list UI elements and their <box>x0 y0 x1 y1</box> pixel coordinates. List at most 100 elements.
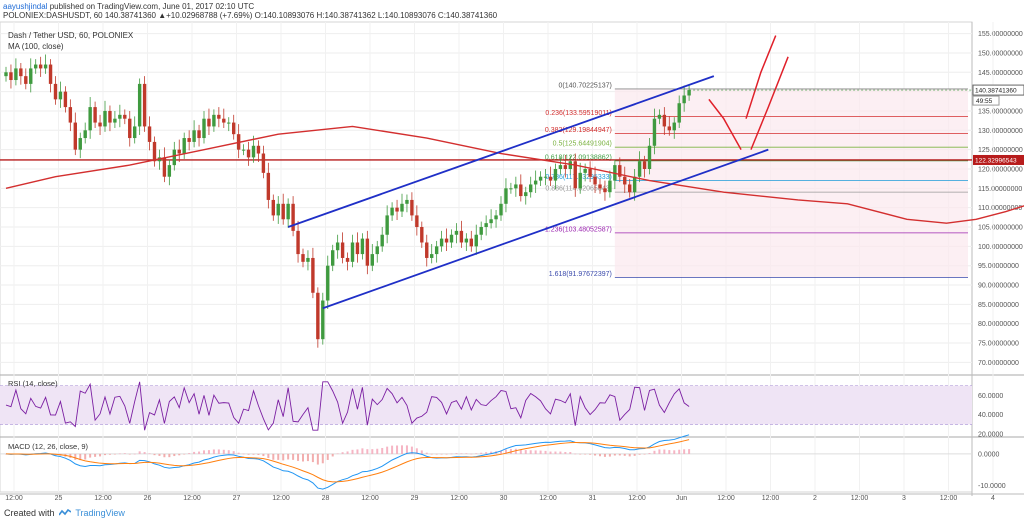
macd-histogram-bar <box>470 453 473 455</box>
macd-histogram-bar <box>569 452 572 454</box>
author-link[interactable]: aayushjindal <box>3 2 48 11</box>
macd-histogram-bar <box>564 451 567 454</box>
fib-level-label: 1.236(103.48052587) <box>545 226 612 233</box>
candle-body <box>212 114 216 127</box>
candle-body <box>425 242 429 258</box>
candle-body <box>187 138 191 142</box>
macd-histogram-bar <box>460 453 463 455</box>
macd-histogram-bar <box>84 453 87 460</box>
macd-histogram-bar <box>104 453 106 456</box>
time-tick-label: 3 <box>902 495 906 502</box>
macd-histogram-bar <box>193 451 196 454</box>
macd-histogram-bar <box>475 453 478 454</box>
price-tick-label: 155.00000000 <box>978 31 1023 38</box>
candle-body <box>152 141 157 162</box>
candle-body <box>677 103 681 123</box>
price-tick-label: 75.00000000 <box>978 341 1019 348</box>
candle-body <box>682 95 686 104</box>
candle-body <box>454 230 459 235</box>
macd-histogram-bar <box>203 450 205 454</box>
macd-histogram-bar <box>386 446 389 454</box>
candle-body <box>128 118 132 139</box>
macd-histogram-bar <box>336 453 339 455</box>
price-tick-label: 105.00000000 <box>978 225 1023 232</box>
created-with-label: Created with <box>4 508 55 518</box>
fib-level-label: 0.5(125.64491904) <box>553 141 612 148</box>
fib-level-label: 0.618(122.09138862) <box>545 154 612 161</box>
candle-body <box>647 145 652 169</box>
macd-histogram-bar <box>242 453 245 455</box>
macd-histogram-bar <box>108 453 111 455</box>
candle-body <box>4 72 8 77</box>
time-tick-label: 12:00 <box>183 495 201 502</box>
macd-histogram-bar <box>287 453 290 460</box>
macd-histogram-bar <box>391 445 394 454</box>
macd-histogram-bar <box>480 452 483 454</box>
candle-body <box>103 110 107 127</box>
candle-body <box>286 203 290 220</box>
candle-body <box>137 83 142 127</box>
price-tick-label: 95.00000000 <box>978 263 1019 270</box>
macd-histogram-bar <box>509 448 512 454</box>
macd-histogram-bar <box>198 451 201 454</box>
chart-canvas[interactable]: 155.00000000 150.00000000 145.00000000 140.… <box>0 0 1024 508</box>
macd-histogram-bar <box>326 453 329 460</box>
time-tick-label: 12:00 <box>450 495 468 502</box>
countdown-tag <box>972 95 1000 106</box>
fib-level-label: 0.236(133.59519011) <box>545 110 611 117</box>
macd-histogram-bar <box>504 449 507 454</box>
macd-histogram-bar <box>430 453 433 455</box>
candle-body <box>311 257 315 293</box>
candle-body <box>197 130 201 139</box>
macd-histogram-bar <box>420 450 423 454</box>
time-tick-label: Jun <box>676 495 687 502</box>
macd-histogram-bar <box>99 453 102 457</box>
macd-histogram-bar <box>524 450 527 454</box>
published-text: published on TradingView.com, June 01, 2… <box>49 2 255 11</box>
macd-histogram-bar <box>207 450 210 454</box>
resistance-price-label: 122.32996543 <box>975 157 1017 164</box>
macd-histogram-bar <box>440 453 443 455</box>
last-price-label: 140.38741360 <box>975 88 1017 95</box>
candle-body <box>509 188 513 190</box>
candle-body <box>410 199 414 216</box>
candle-body <box>340 242 345 258</box>
macd-histogram-bar <box>74 453 77 460</box>
candle-body <box>578 172 582 189</box>
candle-body <box>524 192 528 197</box>
time-tick-label: 12:00 <box>539 495 557 502</box>
candle-body <box>514 184 518 189</box>
macd-histogram-bar <box>599 453 601 457</box>
tradingview-brand[interactable]: TradingView <box>75 508 125 518</box>
time-tick-label: 12:00 <box>272 495 290 502</box>
macd-histogram-bar <box>232 451 235 454</box>
macd-histogram-bar <box>410 446 413 454</box>
macd-histogram-bar <box>133 453 136 455</box>
candle-body <box>529 184 533 193</box>
macd-histogram-bar <box>351 449 354 454</box>
candle-body <box>335 242 340 251</box>
candle-body <box>227 122 231 124</box>
candle-body <box>489 219 493 224</box>
channel-upper-line <box>287 75 715 228</box>
candle-body <box>202 118 206 139</box>
macd-histogram-bar <box>589 453 592 455</box>
candle-body <box>147 126 152 142</box>
macd-histogram-bar <box>321 453 324 464</box>
candle-body <box>543 176 548 178</box>
macd-histogram-bar <box>272 453 275 460</box>
forecast-arrow-up <box>745 35 777 119</box>
macd-histogram-bar <box>237 452 240 454</box>
macd-histogram-bar <box>559 451 562 454</box>
ticker-label: POLONIEX:DASHUSDT, 60 <box>3 11 103 20</box>
candle-body <box>662 114 667 127</box>
rsi-tick-label: 40.0000 <box>978 412 1003 419</box>
price-tick-label: 115.00000000 <box>978 186 1022 193</box>
candle-body <box>9 72 13 81</box>
candle-body <box>58 91 63 100</box>
chart-legend: Dash / Tether USD, 60, POLONIEX MA (100,… <box>8 30 133 52</box>
fib-level-label: 0(140.70225137) <box>559 82 612 89</box>
candle-body <box>29 68 33 84</box>
candle-body <box>192 130 196 142</box>
macd-histogram-bar <box>613 453 616 456</box>
